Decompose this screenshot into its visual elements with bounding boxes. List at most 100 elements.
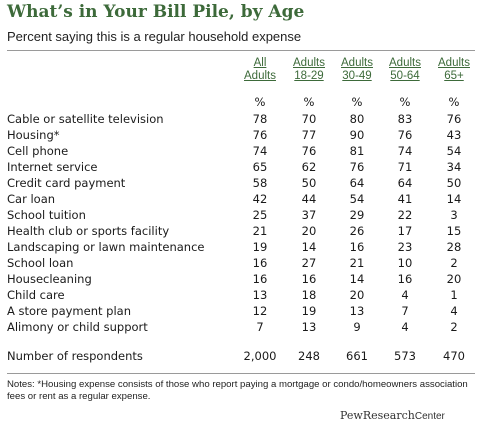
cell-value: 18	[301, 288, 317, 302]
cell-value: 7	[256, 320, 264, 334]
cell-value: 16	[301, 272, 317, 286]
top-rule	[7, 50, 475, 51]
cell-value: 22	[397, 208, 413, 222]
row-label: Credit card payment	[7, 176, 126, 190]
cell-value: 20	[301, 224, 317, 238]
cell-value: 4	[401, 288, 409, 302]
cell-value: 76	[446, 112, 462, 126]
column-header-line1: Adults	[389, 57, 421, 69]
column-header-1: Adults 18-29	[289, 57, 329, 83]
column-header-line2: 18-29	[294, 70, 324, 82]
cell-value: 71	[397, 160, 413, 174]
cell-value: 41	[397, 192, 413, 206]
row-label: Car loan	[7, 192, 56, 206]
cell-value: 16	[349, 240, 365, 254]
cell-value: 44	[301, 192, 317, 206]
cell-value: 20	[446, 272, 462, 286]
cell-value: 65	[252, 160, 268, 174]
cell-value: 16	[252, 272, 268, 286]
column-header-line2: Adults	[244, 70, 276, 82]
column-header-0: All Adults	[240, 57, 280, 83]
cell-value: %	[399, 95, 411, 109]
column-header-line2: 30-49	[342, 70, 372, 82]
row-label: Housing*	[7, 128, 60, 142]
cell-value: 76	[397, 128, 413, 142]
cell-value: 81	[349, 144, 365, 158]
cell-value: 15	[446, 224, 462, 238]
cell-value: 80	[349, 112, 365, 126]
row-label: School loan	[7, 256, 74, 270]
column-header-line2: 65+	[444, 70, 464, 82]
cell-value: 25	[252, 208, 268, 222]
cell-value: 661	[346, 349, 368, 363]
bottom-rule	[7, 373, 475, 374]
table-row: Child care 13 18 20 4 1	[0, 287, 479, 303]
row-label: Cell phone	[7, 144, 69, 158]
column-header-2: Adults 30-49	[337, 57, 377, 83]
cell-value: 74	[397, 144, 413, 158]
respondents-row: Number of respondents 2,000 248 661 573 470	[0, 348, 479, 364]
cell-value: 10	[397, 256, 413, 270]
cell-value: 2,000	[243, 349, 277, 363]
percent-row: %%%%%	[0, 94, 479, 110]
cell-value: 248	[298, 349, 320, 363]
row-label: Cable or satellite television	[7, 112, 164, 126]
cell-value: 17	[397, 224, 413, 238]
cell-value: 78	[252, 112, 268, 126]
column-header-line1: Adults	[341, 57, 373, 69]
cell-value: 1	[450, 288, 458, 302]
cell-value: 573	[394, 349, 416, 363]
row-label: Child care	[7, 288, 65, 302]
table-row: Health club or sports facility 21 20 26 17 15	[0, 223, 479, 239]
cell-value: 23	[397, 240, 413, 254]
cell-value: 13	[301, 320, 317, 334]
table-row: Landscaping or lawn maintenance 19 14 16 23 2…	[0, 239, 479, 255]
cell-value: 50	[301, 176, 317, 190]
cell-value: 2	[450, 320, 458, 334]
column-header-4: Adults 65+	[434, 57, 474, 83]
table-row: Housing* 76 77 90 76 43	[0, 127, 479, 143]
cell-value: 14	[446, 192, 462, 206]
cell-value: 76	[349, 160, 365, 174]
column-header-line1: Adults	[438, 57, 470, 69]
cell-value: 16	[252, 256, 268, 270]
cell-value: 62	[301, 160, 317, 174]
cell-value: 19	[252, 240, 268, 254]
cell-value: %	[448, 95, 460, 109]
table-row: Cell phone 74 76 81 74 54	[0, 143, 479, 159]
cell-value: 76	[301, 144, 317, 158]
cell-value: 14	[301, 240, 317, 254]
logo-part-2: Center	[414, 411, 445, 422]
cell-value: 27	[301, 256, 317, 270]
cell-value: %	[303, 95, 315, 109]
cell-value: 16	[397, 272, 413, 286]
cell-value: 26	[349, 224, 365, 238]
cell-value: 2	[450, 256, 458, 270]
cell-value: 37	[301, 208, 317, 222]
row-label: Number of respondents	[7, 349, 143, 363]
cell-value: 7	[401, 304, 409, 318]
table-row: A store payment plan 12 19 13 7 4	[0, 303, 479, 319]
cell-value: 13	[252, 288, 268, 302]
table-row: School tuition 25 37 29 22 3	[0, 207, 479, 223]
notes-text: Notes: *Housing expense consists of thos…	[7, 379, 468, 402]
table-row: Credit card payment 58 50 64 64 50	[0, 175, 479, 191]
cell-value: 4	[450, 304, 458, 318]
cell-value: 21	[252, 224, 268, 238]
chart-subtitle: Percent saying this is a regular househo…	[7, 29, 302, 44]
cell-value: 64	[397, 176, 413, 190]
row-label: Landscaping or lawn maintenance	[7, 240, 205, 254]
cell-value: 3	[450, 208, 458, 222]
row-label: A store payment plan	[7, 304, 131, 318]
column-header-line1: Adults	[293, 57, 325, 69]
row-label: School tuition	[7, 208, 86, 222]
cell-value: 58	[252, 176, 268, 190]
cell-value: 70	[301, 112, 317, 126]
cell-value: 74	[252, 144, 268, 158]
table-row: Housecleaning 16 16 14 16 20	[0, 271, 479, 287]
column-header-line2: 50-64	[390, 70, 420, 82]
cell-value: 14	[349, 272, 365, 286]
cell-value: 29	[349, 208, 365, 222]
table-row: Alimony or child support 7 13 9 4 2	[0, 319, 479, 335]
cell-value: 54	[349, 192, 365, 206]
